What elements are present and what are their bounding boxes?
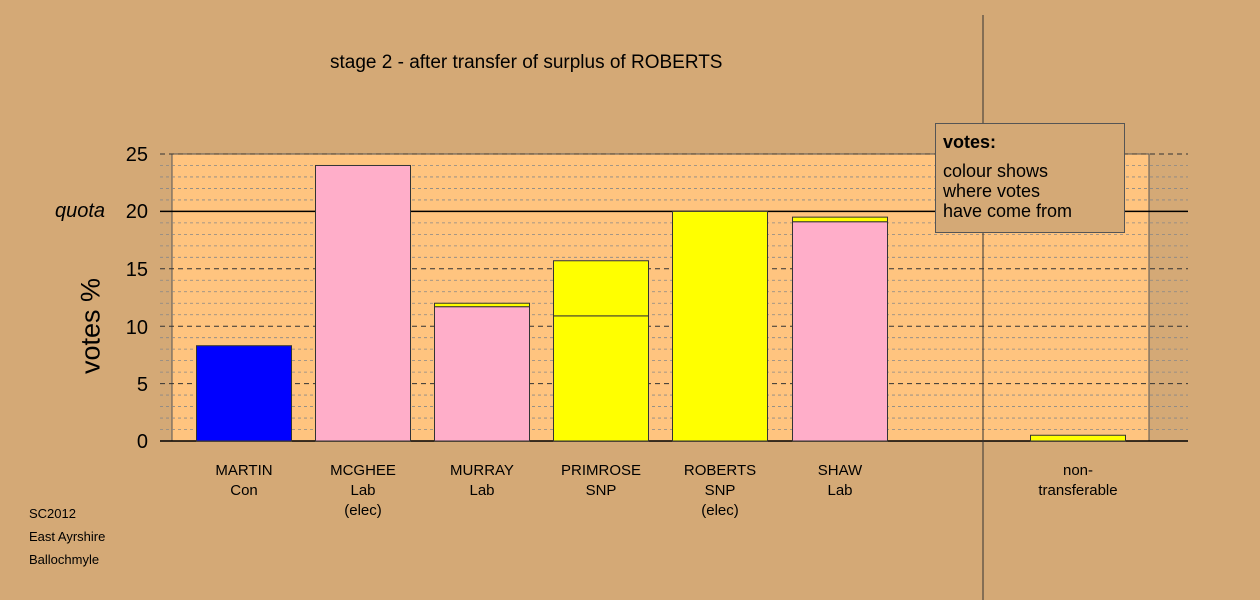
category-label-roberts: ROBERTS SNP (elec) — [683, 462, 757, 519]
y-tick-20: 20 — [125, 201, 148, 223]
category-label-non-transferable: non-transferable — [1038, 462, 1118, 499]
bar-primrose-segment-0 — [553, 315, 649, 442]
source-line-2: East Ayrshire — [29, 529, 106, 544]
bar-roberts-segment-0 — [672, 210, 768, 442]
y-axis-label: votes % — [75, 277, 106, 375]
source-note: SC2012 East Ayrshire Ballochmyle — [29, 502, 105, 571]
bar-martin-segment-0 — [196, 345, 292, 442]
bar-shaw-segment-0 — [792, 221, 888, 442]
source-line-1: SC2012 — [29, 506, 76, 521]
legend: votes: colour shows where votes have com… — [935, 123, 1125, 233]
category-label-mcghee: MCGHEE Lab (elec) — [330, 462, 396, 519]
bar-murray-segment-1 — [434, 302, 530, 308]
category-label-primrose: PRIMROSE SNP — [560, 462, 641, 499]
source-line-3: Ballochmyle — [29, 552, 100, 567]
category-label-murray: MURRAY Lab — [450, 462, 514, 499]
category-label-shaw: SHAW Lab — [817, 462, 863, 499]
quota-label: quota — [55, 200, 106, 222]
bar-shaw-segment-1 — [792, 216, 888, 223]
bar-non-segment-0 — [1030, 434, 1126, 442]
legend-body: colour shows where votes have come from — [943, 161, 1073, 221]
bar-mcghee-segment-0 — [315, 164, 411, 442]
y-tick-5: 5 — [136, 374, 148, 396]
y-tick-0: 0 — [136, 431, 148, 453]
y-tick-25: 25 — [125, 144, 148, 166]
bar-murray-segment-0 — [434, 306, 530, 442]
bar-primrose-segment-1 — [553, 260, 649, 317]
y-tick-15: 15 — [125, 259, 148, 281]
y-tick-10: 10 — [125, 317, 148, 339]
chart-title: stage 2 - after transfer of surplus of R… — [330, 52, 723, 73]
category-label-martin: MARTIN Con — [215, 462, 273, 499]
legend-title: votes: — [943, 132, 997, 152]
